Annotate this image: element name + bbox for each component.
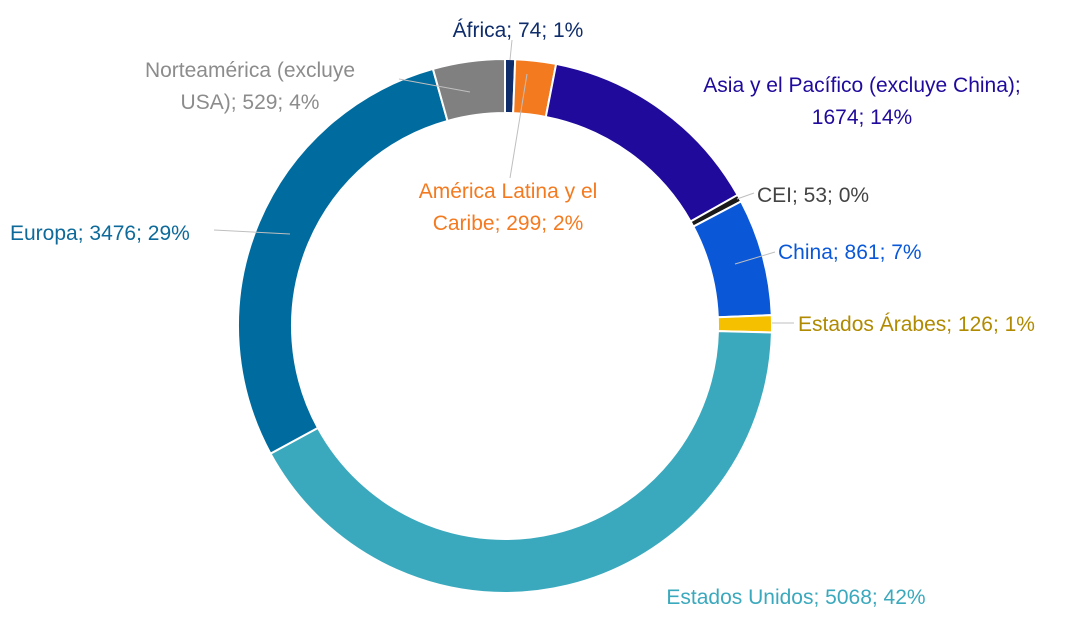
data-label-line: CEI; 53; 0%: [757, 184, 869, 207]
leader-line-america-latina-y-el-caribe: [509, 73, 528, 179]
data-label-line: USA); 529; 4%: [181, 91, 320, 114]
leader-lines-group: [213, 39, 794, 324]
data-labels-group: África; 74; 1% América Latina y el Caribe;…: [10, 19, 1035, 609]
leader-line-norteamerica-excluye-usa: [398, 78, 471, 93]
leader-line-cei: [736, 192, 755, 200]
data-label-europa: Europa; 3476; 29%: [10, 222, 190, 245]
data-label-estados-unidos: Estados Unidos; 5068; 42%: [666, 586, 925, 609]
slice-estados-arabes: [716, 314, 773, 334]
data-label-cei: CEI; 53; 0%: [757, 184, 869, 207]
data-label-africa: África; 74; 1%: [453, 19, 584, 42]
data-label-line: Caribe; 299; 2%: [433, 212, 584, 235]
data-label-asia-y-el-pacifico-excluye-china: Asia y el Pacífico (excluye China); 1674;…: [703, 74, 1020, 129]
slice-norteamerica-excluye-usa: [431, 57, 506, 123]
data-label-line: América Latina y el: [419, 180, 598, 203]
data-label-america-latina-y-el-caribe: América Latina y el Caribe; 299; 2%: [419, 180, 598, 235]
data-label-line: China; 861; 7%: [778, 241, 922, 264]
data-label-line: Asia y el Pacífico (excluye China);: [703, 74, 1020, 97]
leader-line-africa: [509, 39, 513, 61]
data-label-line: Estados Árabes; 126; 1%: [798, 313, 1035, 336]
data-label-line: Europa; 3476; 29%: [10, 222, 190, 245]
data-label-line: África; 74; 1%: [453, 19, 584, 42]
slice-europa: [237, 67, 449, 456]
slices-group: [237, 57, 773, 594]
data-label-line: Norteamérica (excluye: [145, 59, 355, 82]
leader-line-china: [734, 251, 776, 265]
data-label-estados-arabes: Estados Árabes; 126; 1%: [798, 313, 1035, 336]
slice-estados-unidos: [269, 330, 773, 594]
data-label-norteamerica-excluye-usa: Norteamérica (excluye USA); 529; 4%: [145, 59, 355, 114]
leader-line-europa: [213, 229, 291, 235]
data-label-line: Estados Unidos; 5068; 42%: [666, 586, 925, 609]
data-label-line: 1674; 14%: [812, 106, 912, 129]
data-label-china: China; 861; 7%: [778, 241, 922, 264]
